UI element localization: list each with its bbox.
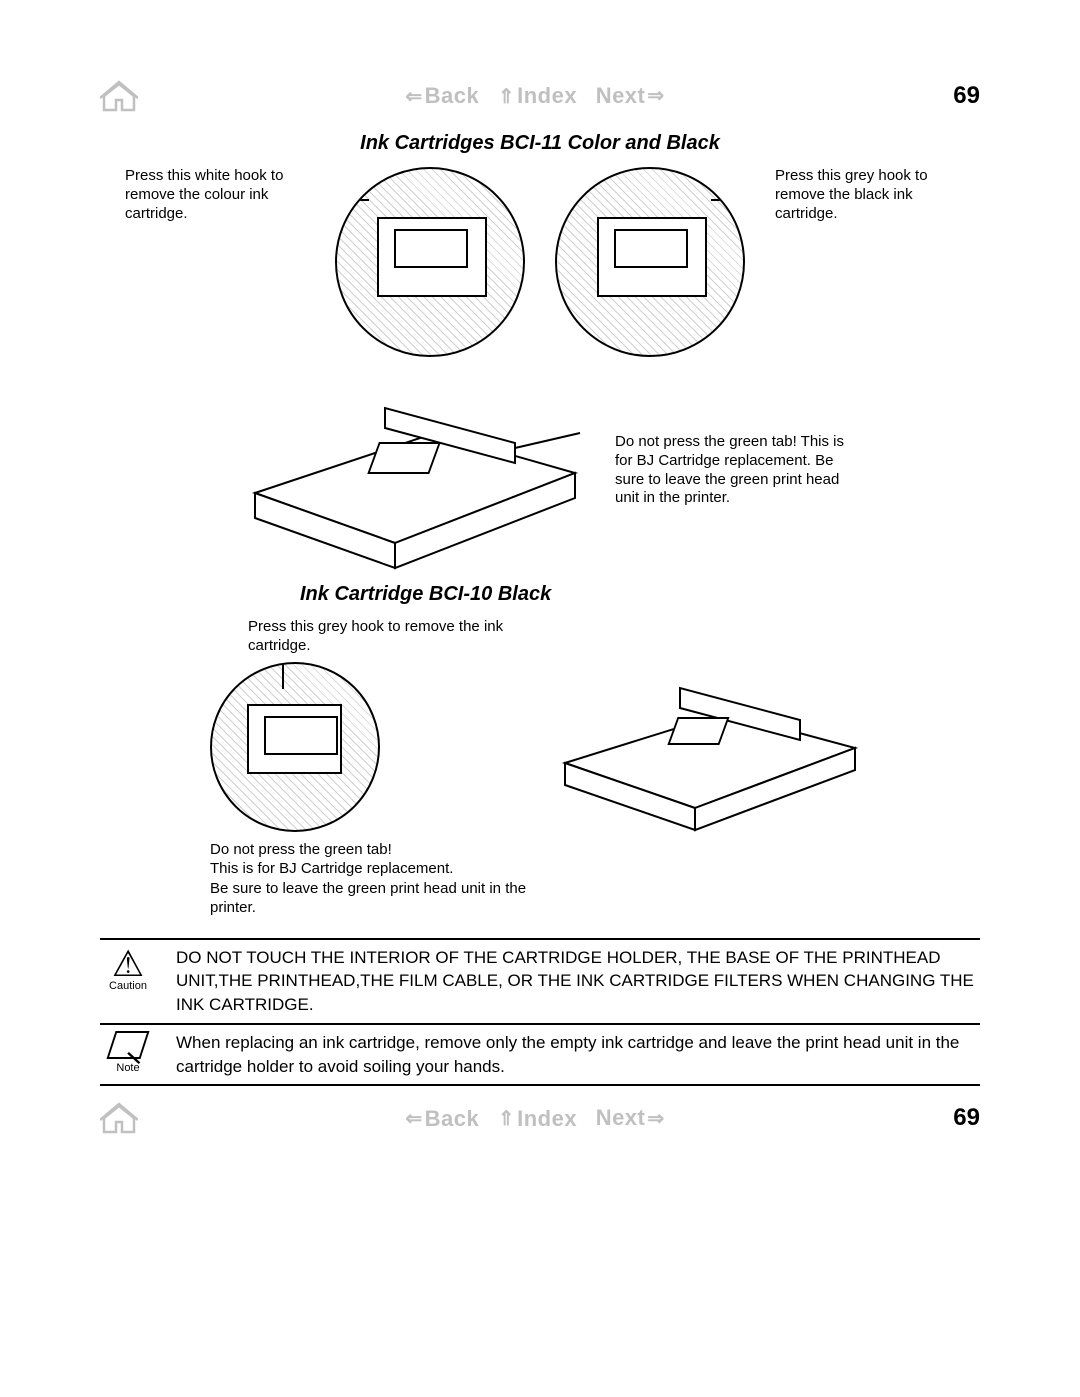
note-label: Note xyxy=(100,1062,156,1074)
divider xyxy=(100,1023,980,1025)
back-link[interactable]: ⇐Back xyxy=(405,83,479,109)
note-text: When replacing an ink cartridge, remove … xyxy=(176,1031,980,1079)
green-tab-warning: Do not press the green tab! This is for … xyxy=(615,373,845,508)
note-block: Note When replacing an ink cartridge, re… xyxy=(100,1031,980,1079)
top-navbar: ⇐Back ⇑Index Next⇒ 69 xyxy=(100,80,980,112)
page-number-top: 69 xyxy=(920,82,980,110)
arrow-right-icon: ⇒ xyxy=(647,83,664,108)
caution-label: Caution xyxy=(100,980,156,992)
color-cartridge-circle xyxy=(335,167,525,357)
grey-hook-callout: Press this grey hook to remove the black… xyxy=(775,167,955,223)
bci10-row: Press this grey hook to remove the ink c… xyxy=(100,618,980,918)
home-icon[interactable] xyxy=(100,80,150,112)
bci10-grey-hook-label: Press this grey hook to remove the ink c… xyxy=(248,618,528,656)
divider xyxy=(100,938,980,940)
arrow-up-icon: ⇑ xyxy=(498,1106,515,1131)
bci10-circle xyxy=(210,662,380,832)
next-label: Next xyxy=(596,83,646,109)
back-label: Back xyxy=(425,1106,480,1132)
back-label: Back xyxy=(425,83,480,109)
white-hook-callout: Press this white hook to remove the colo… xyxy=(125,167,305,223)
bci11-diagram-area: Press this white hook to remove the colo… xyxy=(100,167,980,573)
black-cartridge-circle xyxy=(555,167,745,357)
next-link[interactable]: Next⇒ xyxy=(596,83,665,109)
back-link-bottom[interactable]: ⇐Back xyxy=(405,1106,479,1132)
next-link-bottom[interactable]: Next⇒ xyxy=(596,1105,665,1131)
arrow-right-icon: ⇒ xyxy=(647,1106,664,1131)
index-link[interactable]: ⇑Index xyxy=(498,83,577,109)
section1-title: Ink Cartridges BCI-11 Color and Black xyxy=(100,132,980,155)
index-label: Index xyxy=(517,1106,577,1132)
section2-title: Ink Cartridge BCI-10 Black xyxy=(300,583,980,606)
bci10-printer-illustration xyxy=(550,658,870,838)
caution-block: ⚠ Caution DO NOT TOUCH THE INTERIOR OF T… xyxy=(100,946,980,1017)
nav-links: ⇐Back ⇑Index Next⇒ xyxy=(150,83,920,110)
arrow-left-icon: ⇐ xyxy=(405,84,422,109)
page-number-bottom: 69 xyxy=(920,1104,980,1132)
index-label: Index xyxy=(517,83,577,109)
circle-row: Press this white hook to remove the colo… xyxy=(100,167,980,357)
nav-links-bottom: ⇐Back ⇑Index Next⇒ xyxy=(150,1105,920,1132)
divider xyxy=(100,1084,980,1086)
printer-illustration xyxy=(235,373,595,573)
bci10-diagram-area: Press this grey hook to remove the ink c… xyxy=(100,618,980,918)
caution-icon: ⚠ Caution xyxy=(100,946,156,992)
arrow-left-icon: ⇐ xyxy=(405,1106,422,1131)
index-link-bottom[interactable]: ⇑Index xyxy=(498,1106,577,1132)
next-label: Next xyxy=(596,1105,646,1131)
home-icon-bottom[interactable] xyxy=(100,1102,150,1134)
printer-row: Do not press the green tab! This is for … xyxy=(100,373,980,573)
bottom-navbar: ⇐Back ⇑Index Next⇒ 69 xyxy=(100,1102,980,1134)
note-icon: Note xyxy=(100,1031,156,1074)
arrow-up-icon: ⇑ xyxy=(498,84,515,109)
caution-text: DO NOT TOUCH THE INTERIOR OF THE CARTRID… xyxy=(176,946,980,1017)
bci10-green-tab-caption: Do not press the green tab! This is for … xyxy=(210,840,530,918)
